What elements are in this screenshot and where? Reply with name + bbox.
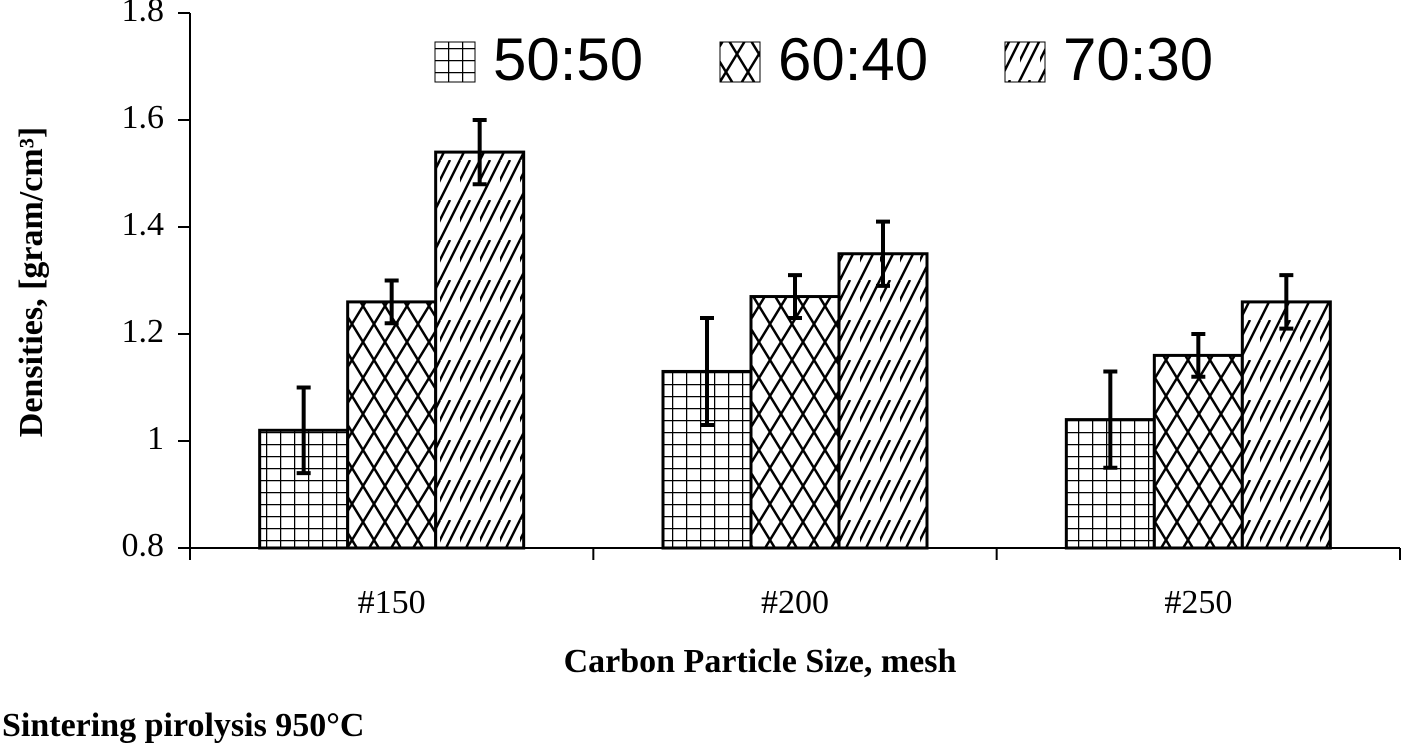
- y-tick-label: 1: [147, 420, 164, 457]
- error-bar: [700, 315, 714, 427]
- legend-swatch: [719, 41, 761, 83]
- y-tick-label: 1.4: [122, 206, 165, 243]
- x-axis-label: Carbon Particle Size, mesh: [564, 643, 957, 680]
- error-bar: [472, 118, 487, 187]
- x-tick-label: #150: [358, 584, 426, 621]
- legend-label: 50:50: [493, 26, 643, 93]
- error-bar: [1191, 332, 1206, 379]
- y-axis-label: Densities, [gram/cm³]: [13, 127, 50, 437]
- y-tick-label: 1.8: [122, 0, 165, 29]
- bar: [434, 150, 526, 550]
- legend-label: 60:40: [778, 26, 928, 93]
- error-bar: [1279, 273, 1294, 331]
- error-bar: [788, 273, 802, 320]
- y-tick-label: 1.6: [122, 99, 165, 136]
- bar: [837, 252, 929, 550]
- error-bar: [296, 385, 311, 476]
- y-tick-label: 0.8: [122, 527, 165, 564]
- bar: [749, 295, 841, 550]
- bar: [346, 300, 438, 550]
- y-tick-label: 1.2: [122, 313, 165, 350]
- error-bar: [876, 219, 890, 288]
- x-tick-label: #200: [761, 584, 829, 621]
- legend-swatch: [434, 41, 476, 83]
- legend-swatch: [1004, 41, 1046, 83]
- legend-label: 70:30: [1063, 26, 1213, 93]
- x-tick-label: #250: [1164, 584, 1232, 621]
- annotation: Sintering pirolysis 950°C: [2, 707, 364, 744]
- bar: [1240, 300, 1332, 550]
- bar: [1152, 353, 1244, 550]
- error-bar: [1103, 369, 1118, 470]
- error-bar: [384, 278, 399, 326]
